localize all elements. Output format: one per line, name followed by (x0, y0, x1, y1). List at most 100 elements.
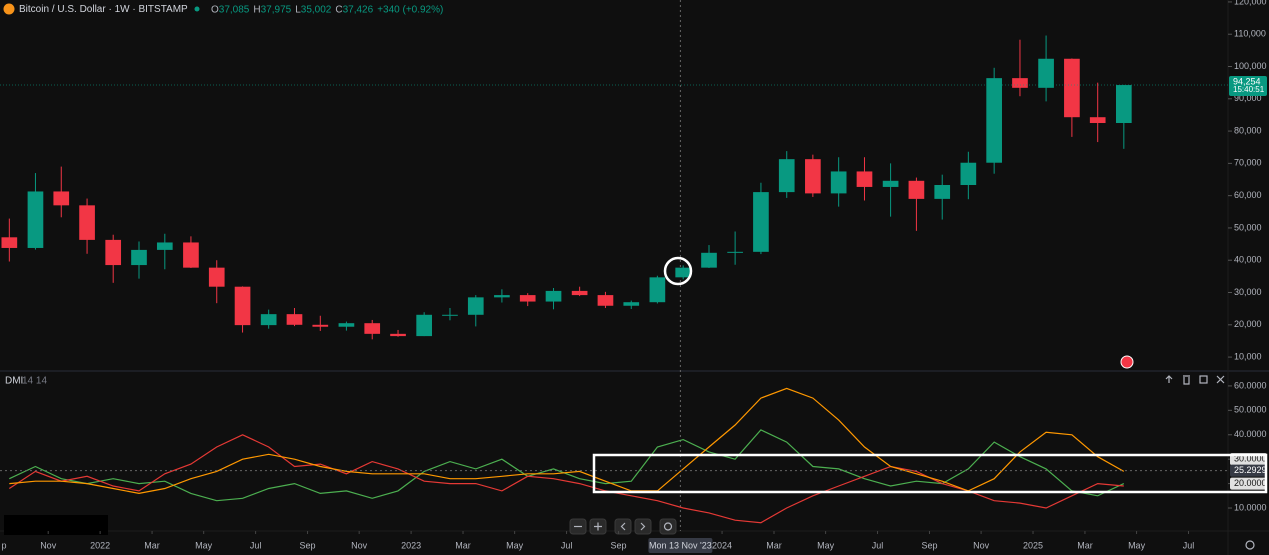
x-tick-label: Sep (611, 540, 627, 550)
candle-body (364, 323, 381, 334)
x-tick-label: Sep (921, 540, 937, 550)
y-tick-label: 90,000 (1234, 93, 1262, 103)
crosshair-y-label: 25.2929 (1234, 465, 1267, 475)
candle-body (805, 159, 821, 194)
candle-body (467, 297, 484, 315)
candle-body (390, 333, 406, 337)
candle-body (727, 251, 743, 253)
settings-button[interactable] (1245, 540, 1255, 550)
navigation-buttons (569, 518, 1255, 550)
candle-body (53, 191, 70, 206)
candle-body (545, 290, 562, 302)
x-tick-label: Nov (351, 540, 368, 550)
candle-body (960, 162, 977, 185)
close-button[interactable] (1216, 375, 1225, 384)
move-up-button[interactable] (1165, 375, 1173, 383)
reset-icon (663, 522, 673, 531)
candle-body (1089, 117, 1106, 124)
crosshair-x-label: Mon 13 Nov '23 (649, 540, 712, 550)
events-flag[interactable] (1120, 355, 1134, 369)
candle-body (908, 180, 925, 199)
y-tick-label: 110,000 (1234, 29, 1266, 39)
candle-body (494, 295, 510, 298)
y-tick-label: 40.0000 (1234, 429, 1267, 439)
candle-body (1115, 85, 1132, 124)
maximize-button[interactable] (1199, 375, 1208, 384)
candle-body (519, 295, 536, 302)
y-tick-label: 80,000 (1234, 125, 1262, 135)
scroll-right-button[interactable] (634, 518, 652, 535)
ohlc-value: 37,085 (219, 4, 250, 15)
candle-body (830, 171, 847, 194)
crosshair-x-label-box (648, 538, 713, 553)
market-status (194, 6, 200, 12)
candle-body (183, 242, 199, 268)
x-tick-label: Mar (144, 540, 160, 550)
indicator-title[interactable]: DMI (5, 376, 23, 387)
candle-body (79, 205, 95, 240)
x-tick-label: May (817, 540, 835, 550)
candle-body (882, 180, 899, 187)
x-tick-label: 2022 (90, 540, 110, 550)
y-tick-label: 40,000 (1234, 255, 1262, 265)
y-tick-label: 100,000 (1234, 61, 1267, 71)
ohlc-values: O37,085 H37,975 L35,002 C37,426 +340 (+0.92%… (211, 4, 443, 15)
candle-body (856, 171, 873, 187)
candle-body (131, 249, 147, 266)
x-tick-label: Jul (872, 540, 884, 550)
last-price-label: 94,254 (1233, 76, 1261, 86)
y-tick-label: 10,000 (1234, 351, 1262, 361)
candle-body (753, 192, 769, 252)
symbol-title[interactable]: Bitcoin / U.S. Dollar · 1W · BITSTAMP (19, 4, 188, 15)
crosshair-y-label-box (1230, 464, 1267, 477)
candle-body (649, 277, 666, 303)
x-tick-label: May (506, 540, 524, 550)
candle-body (701, 252, 717, 268)
candle-body (571, 290, 588, 296)
candle-body (1064, 58, 1080, 118)
x-tick-label: Jul (250, 540, 262, 550)
y-tick-label: 50,000 (1234, 222, 1262, 232)
y-tick-label: 50.0000 (1234, 405, 1267, 415)
dmi-line (9, 387, 1125, 495)
ohlc-value: 35,002 (301, 4, 332, 15)
countdown-label: 15:40:51 (1233, 85, 1265, 94)
delete-button[interactable] (1183, 375, 1190, 385)
candle-body (338, 323, 355, 327)
y-tick-label: 60.0000 (1234, 380, 1267, 390)
last-price-box (1229, 76, 1267, 97)
y-tick-label-box (1230, 477, 1267, 490)
candle-body (597, 295, 614, 306)
zoom-in-icon (594, 522, 602, 531)
redacted-box (4, 515, 108, 535)
x-tick-label: Nov (40, 540, 57, 550)
scroll-left-button[interactable] (614, 518, 632, 535)
scroll-right-icon (640, 522, 646, 531)
dmi-line (8, 434, 1124, 524)
y-tick-label: 120,000 (1234, 0, 1267, 6)
pane-controls (1120, 355, 1225, 385)
candle-body (260, 314, 277, 326)
candle-body (1, 237, 18, 248)
x-tick-label: May (195, 540, 213, 550)
highlight-box (592, 453, 1268, 494)
y-tick-label: 10.0000 (1234, 502, 1267, 512)
y-tick-label: 60,000 (1234, 190, 1262, 200)
candle-body (675, 267, 692, 278)
candle-body (208, 267, 225, 287)
candle-body (934, 185, 951, 199)
change: +340 (+0.92%) (377, 4, 443, 15)
ohlc-label: O (211, 4, 219, 15)
reset-button[interactable] (659, 518, 677, 535)
x-tick-label: Mar (766, 540, 782, 550)
candle-body (1038, 58, 1054, 88)
x-tick-label: Jul (561, 540, 573, 550)
candle-body (986, 78, 1002, 163)
highlight-circle (663, 256, 693, 286)
candle-body (1012, 78, 1028, 88)
x-tick-label: Jul (1183, 540, 1195, 550)
y-tick-label: 70,000 (1234, 158, 1262, 168)
x-tick-label: Mar (455, 540, 471, 550)
